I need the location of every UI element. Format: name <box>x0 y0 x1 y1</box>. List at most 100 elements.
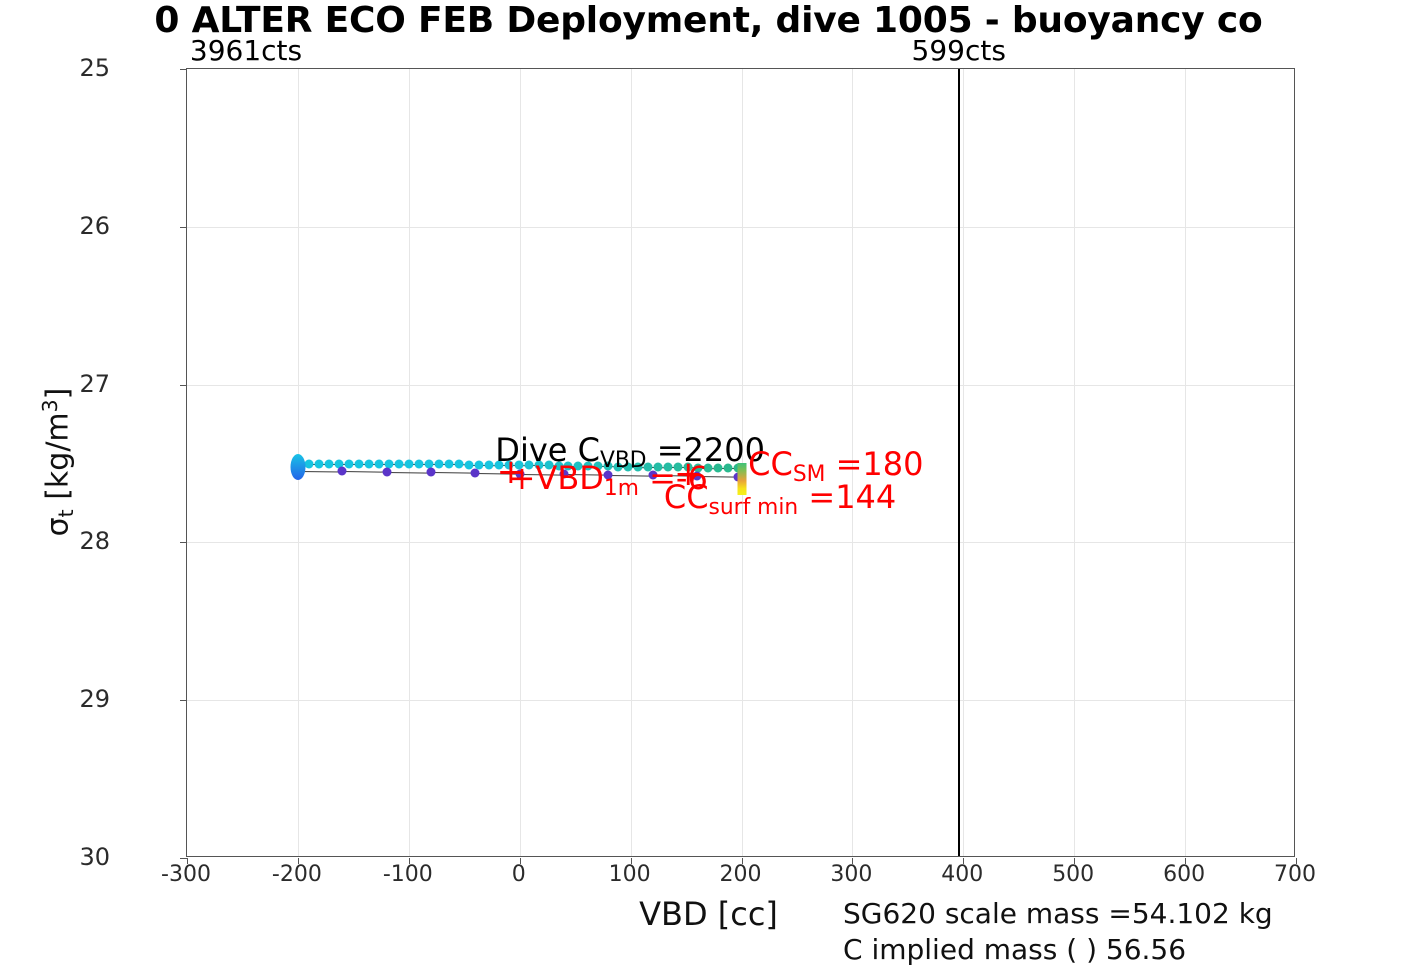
x-tick-label: 300 <box>830 862 873 887</box>
x-axis-tick <box>187 858 188 864</box>
trace-line-dive-descent-trace <box>538 465 549 467</box>
trace-line-dive-descent-trace <box>588 466 599 468</box>
plot-area: + + Dive CVBD =2200 +VBD1m =-6 CCSM =180 … <box>180 68 1297 864</box>
trace-line-dive-descent-trace <box>408 464 419 466</box>
annotation-cc-sm-value: =180 <box>825 444 924 483</box>
trace-line-dive-climb-trace <box>564 474 609 476</box>
dive-start-marker <box>290 453 306 480</box>
annotation-cc-sm-sub: SM <box>792 461 826 487</box>
y-tick-label: 26 <box>79 211 110 240</box>
trace-line-dive-climb-trace <box>342 471 387 473</box>
y-axis-subscript: t <box>54 509 79 518</box>
vbd-plus-right: + <box>674 453 703 494</box>
data-point <box>515 469 525 479</box>
data-point <box>454 459 464 469</box>
trace-line-dive-descent-trace <box>308 463 319 465</box>
data-point <box>603 461 613 471</box>
trace-line-dive-descent-trace <box>568 465 579 467</box>
x-axis-tick <box>1296 858 1297 864</box>
trace-line-dive-descent-trace <box>598 466 609 468</box>
data-point <box>304 459 314 468</box>
trace-line-dive-descent-trace <box>348 463 359 465</box>
x-tick-label: 400 <box>941 862 984 887</box>
data-point <box>554 461 563 471</box>
trace-line-dive-descent-trace <box>318 463 329 465</box>
data-point <box>324 459 334 468</box>
vbd-plus-left: + <box>496 452 526 493</box>
trace-line-dive-climb-trace <box>608 474 653 477</box>
trace-line-dive-descent-trace <box>388 463 399 465</box>
data-point <box>404 459 414 469</box>
trace-line-dive-descent-trace <box>448 464 459 466</box>
data-point <box>382 467 392 477</box>
x-tick-label: -300 <box>161 862 211 887</box>
page-title: 0 ALTER ECO FEB Deployment, dive 1005 - … <box>0 0 1417 44</box>
counts-label-right: 599cts <box>911 34 1006 67</box>
trace-line-dive-descent-trace <box>468 464 479 466</box>
trace-line-dive-descent-trace <box>338 463 349 465</box>
data-point <box>559 469 569 479</box>
x-axis-tick <box>519 858 521 864</box>
data-point <box>534 460 544 470</box>
trace-line-dive-descent-trace <box>358 463 369 465</box>
trace-line-dive-descent-trace <box>678 467 689 469</box>
data-point <box>337 466 347 476</box>
data-point <box>514 460 524 470</box>
x-tick-label: 500 <box>1052 862 1095 887</box>
trace-line-dive-climb-trace <box>519 473 565 476</box>
data-point <box>474 460 484 470</box>
cc-gradient-bar <box>737 462 746 496</box>
trace-line-dive-descent-trace <box>628 466 639 468</box>
data-point <box>414 459 424 469</box>
x-tick-label: -200 <box>271 862 322 887</box>
trace-line-dive-descent-trace <box>428 464 439 466</box>
x-tick-label: -100 <box>382 862 433 887</box>
trace-line-dive-descent-trace <box>668 467 679 469</box>
data-point <box>464 460 474 470</box>
trace-line-dive-descent-trace <box>528 465 539 467</box>
y-tick-label: 29 <box>79 685 110 714</box>
y-axis-tick <box>180 69 187 70</box>
trace-line-dive-descent-trace <box>508 465 519 467</box>
data-point <box>424 459 434 469</box>
vbd-max-line <box>957 69 960 856</box>
x-axis-tick <box>630 858 632 864</box>
y-axis-tick <box>180 226 187 228</box>
x-axis-tick <box>408 858 410 864</box>
y-tick-label: 30 <box>79 843 110 871</box>
y-tick-label: 27 <box>79 369 110 398</box>
data-point <box>703 463 713 473</box>
trace-line-dive-climb-trace <box>697 476 739 478</box>
annotation-cc-surf-value: =144 <box>798 477 897 516</box>
data-point <box>603 470 613 480</box>
trace-line-dive-descent-trace <box>478 464 489 466</box>
data-point <box>673 462 683 472</box>
gridline-horizontal <box>187 384 1294 386</box>
y-axis-exponent: 3 <box>37 399 62 413</box>
gridline-horizontal <box>187 700 1294 702</box>
y-tick-label: 25 <box>79 54 110 82</box>
info-line-implied-mass: C implied mass ( ) 56.56 <box>843 933 1187 966</box>
info-line-scale-mass: SG620 scale mass =54.102 kg <box>843 897 1273 930</box>
x-axis-tick <box>1185 858 1187 864</box>
x-tick-label: 200 <box>719 862 762 887</box>
gridline-vertical <box>1074 69 1076 856</box>
x-axis-tick <box>741 858 743 864</box>
x-tick-label: 600 <box>1163 862 1206 887</box>
gridline-vertical <box>963 69 965 856</box>
trace-line-dive-descent-trace <box>438 464 449 466</box>
y-axis-tick <box>180 700 187 702</box>
x-tick-label: 700 <box>1274 862 1316 887</box>
trace-line-dive-descent-trace <box>648 466 659 468</box>
annotation-vbd-1m-sub: 1m <box>603 476 639 502</box>
trace-line-dive-descent-trace <box>418 464 429 466</box>
x-axis-tick <box>852 858 854 864</box>
gridline-horizontal <box>187 226 1294 228</box>
data-point <box>583 461 593 471</box>
data-point <box>344 459 354 468</box>
data-point <box>563 461 573 471</box>
y-axis-unit: [kg/m <box>40 412 76 500</box>
trace-line-dive-descent-trace <box>378 463 389 465</box>
gridline-vertical <box>1185 69 1187 856</box>
y-tick-label: 28 <box>79 527 110 556</box>
